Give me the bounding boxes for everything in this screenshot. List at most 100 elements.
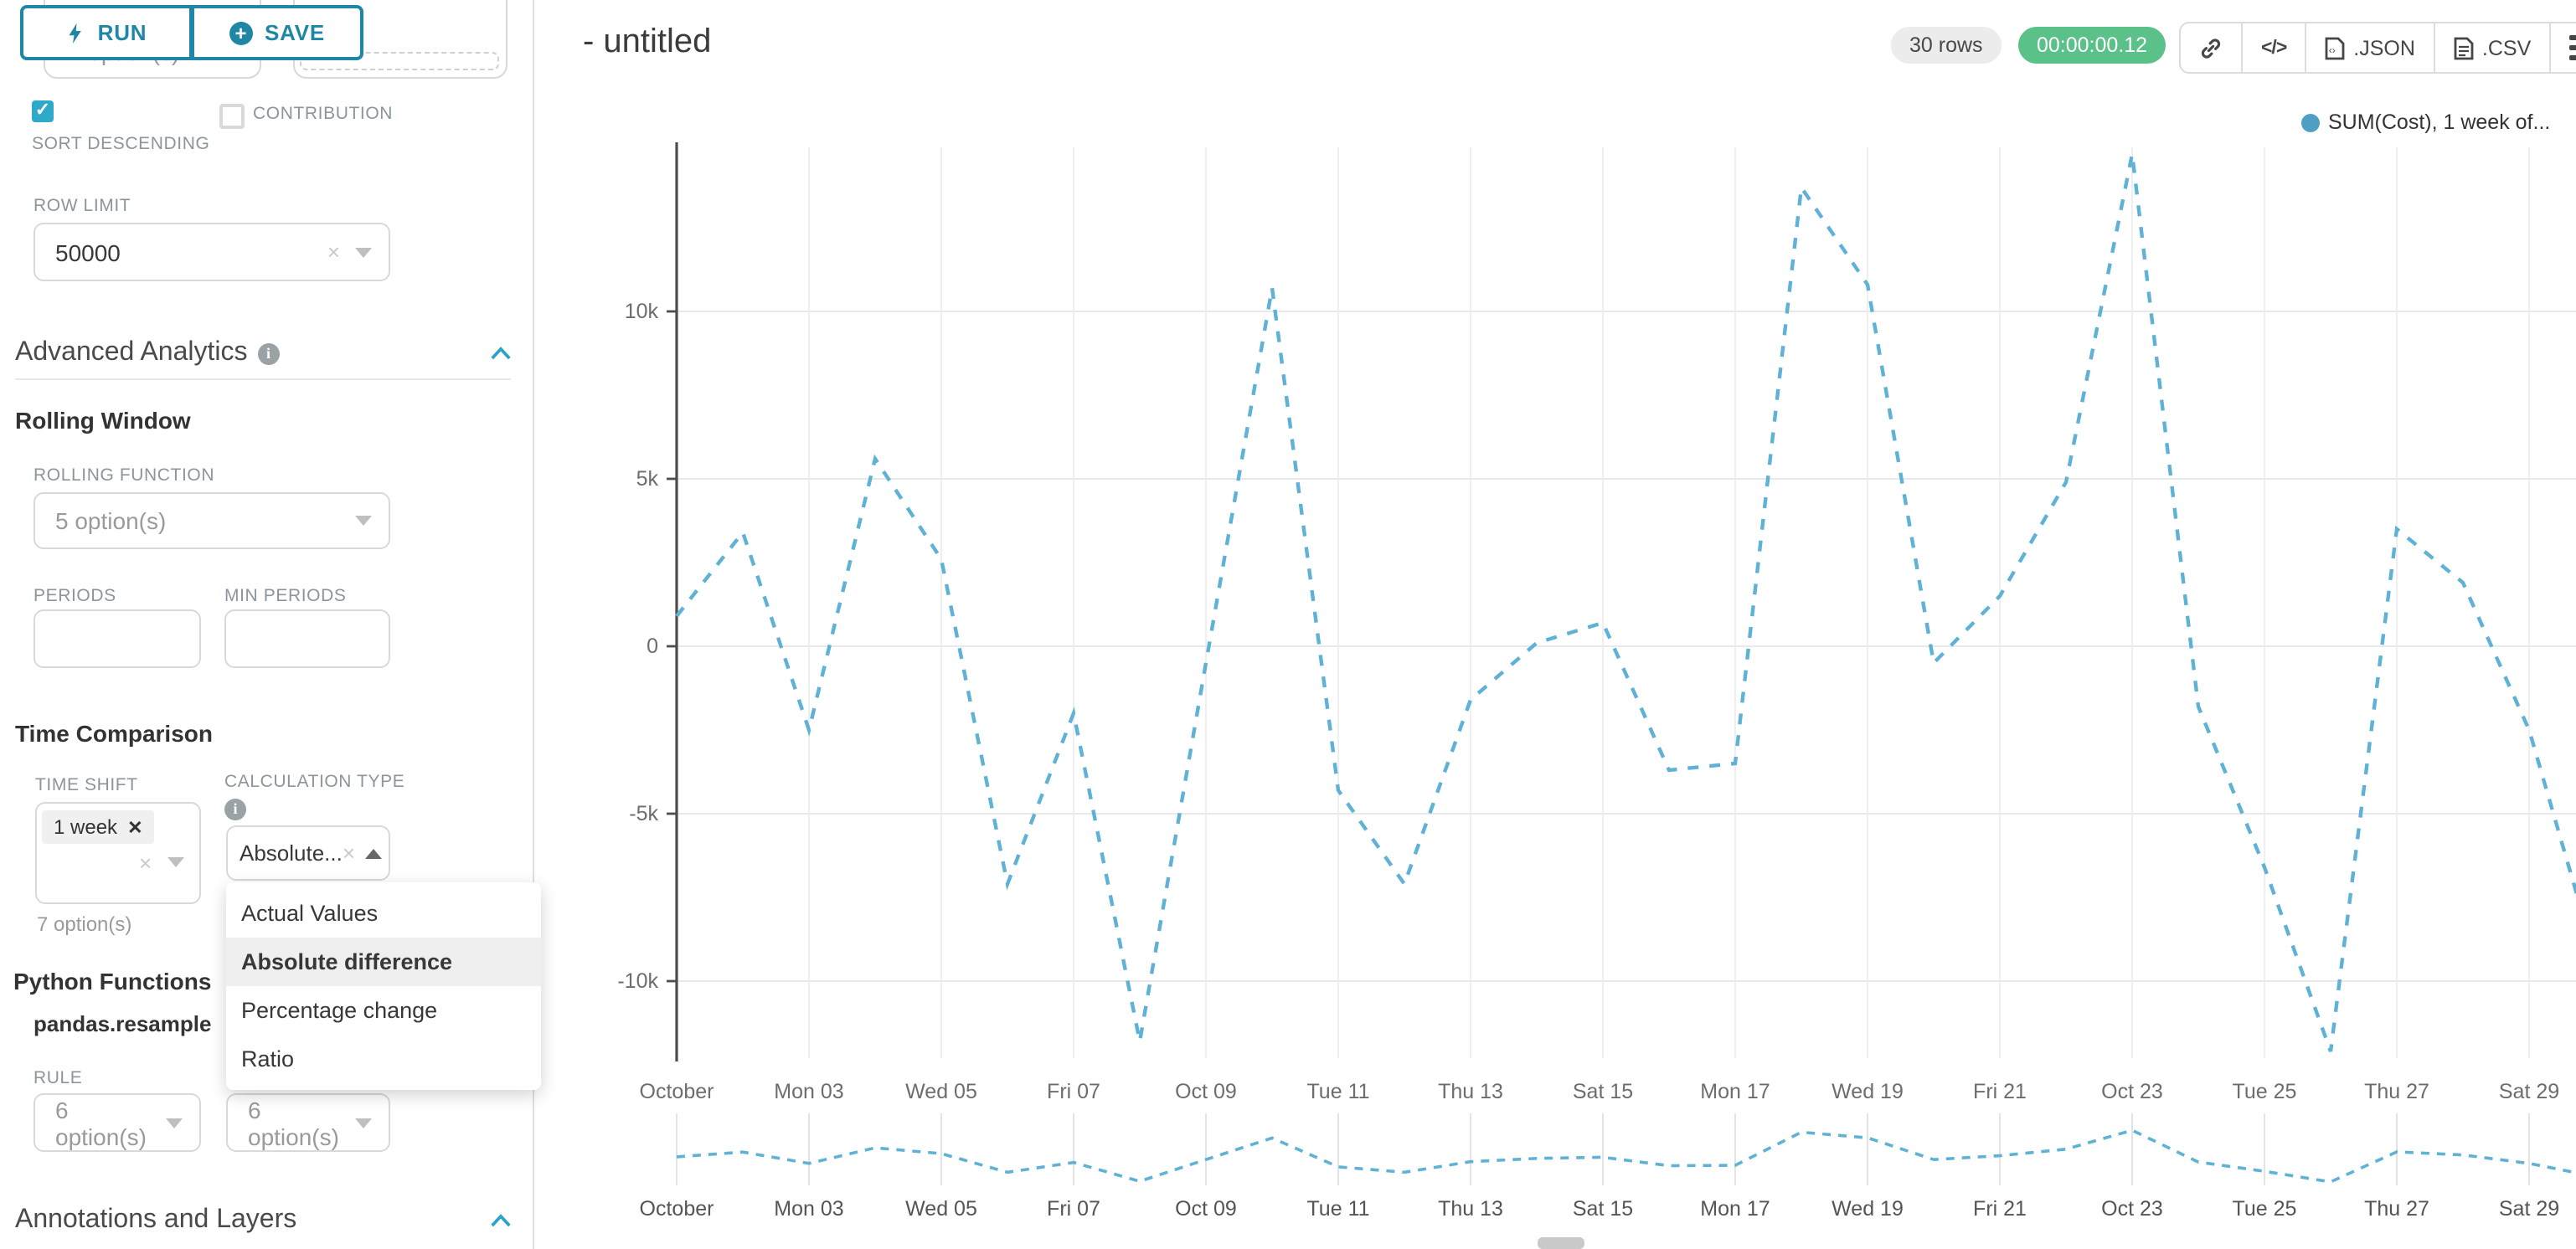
panel-divider bbox=[533, 0, 534, 1249]
min-periods-label: MIN PERIODS bbox=[224, 586, 347, 606]
x-tick-label: Sat 15 bbox=[1573, 1080, 1633, 1103]
x-tick-label: Wed 05 bbox=[905, 1080, 977, 1103]
mini-x-tick-label: Mon 03 bbox=[774, 1197, 843, 1221]
x-tick-label: Wed 19 bbox=[1832, 1080, 1904, 1103]
periods-input[interactable] bbox=[33, 609, 201, 668]
dropdown-option[interactable]: Percentage change bbox=[241, 998, 438, 1023]
calculation-type-dropdown-menu: Actual Values Absolute difference Percenta… bbox=[226, 882, 541, 1090]
mini-x-tick-label: Fri 21 bbox=[1973, 1197, 2027, 1221]
x-tick-label: Fri 07 bbox=[1047, 1080, 1100, 1103]
x-tick-label: Oct 23 bbox=[2101, 1080, 2163, 1103]
dropdown-option[interactable]: Ratio bbox=[241, 1046, 295, 1072]
sort-descending-checkbox-row[interactable]: ✓ SORT DESCENDING bbox=[32, 100, 213, 161]
x-tick-label: Oct 09 bbox=[1175, 1080, 1237, 1103]
mini-x-tick-label: Thu 13 bbox=[1438, 1197, 1503, 1221]
contribution-label: CONTRIBUTION bbox=[253, 104, 394, 124]
mini-x-tick-label: Fri 07 bbox=[1047, 1197, 1100, 1221]
section-divider bbox=[15, 378, 511, 380]
link-icon bbox=[2201, 38, 2221, 58]
min-periods-input[interactable] bbox=[224, 609, 390, 668]
y-tick-label: -10k bbox=[617, 969, 658, 993]
csv-file-icon bbox=[2454, 36, 2474, 59]
circle-plus-icon: + bbox=[229, 21, 253, 44]
cropped-drop-area-dashed bbox=[300, 52, 499, 70]
mini-x-tick-label: Wed 05 bbox=[905, 1197, 977, 1221]
mini-x-tick-label: Sat 29 bbox=[2499, 1197, 2559, 1221]
query-timer-badge: 00:00:00.12 bbox=[2018, 27, 2166, 64]
rule-select-2[interactable]: 6 option(s) bbox=[226, 1093, 390, 1152]
clear-icon[interactable]: × bbox=[342, 840, 356, 866]
y-tick-label: 5k bbox=[636, 467, 659, 491]
chevron-up-icon bbox=[365, 848, 383, 858]
mini-x-tick-label: Mon 17 bbox=[1700, 1197, 1770, 1221]
chart-actions-group: </> ‹› .JSON .CSV bbox=[2179, 22, 2576, 74]
checked-checkbox-icon[interactable]: ✓ bbox=[32, 100, 54, 122]
view-query-button[interactable]: </> bbox=[2241, 23, 2305, 72]
rolling-window-title: Rolling Window bbox=[15, 407, 191, 434]
chevron-up-icon[interactable] bbox=[491, 343, 511, 363]
legend-label: SUM(Cost), 1 week of... bbox=[2328, 111, 2551, 134]
chevron-up-icon[interactable] bbox=[491, 1210, 511, 1231]
calculation-type-select[interactable]: Absolute... × bbox=[226, 825, 390, 881]
advanced-analytics-header[interactable]: Advanced Analytics i bbox=[15, 338, 511, 368]
row-limit-select[interactable]: 50000 × bbox=[33, 223, 390, 281]
clear-icon[interactable]: × bbox=[327, 239, 340, 265]
mini-preview-chart[interactable]: October Mon 03 Wed 05 Fri 07 Oct 09 Tue 11 Thu… bbox=[533, 1108, 2576, 1249]
remove-tag-icon[interactable]: ✕ bbox=[127, 818, 143, 838]
code-icon: </> bbox=[2261, 38, 2287, 58]
time-shift-helper: 7 option(s) bbox=[37, 912, 132, 936]
mini-x-tick-label: Tue 25 bbox=[2233, 1197, 2297, 1221]
scrollbar-thumb[interactable] bbox=[1538, 1237, 1584, 1249]
chevron-down-icon bbox=[355, 1118, 372, 1128]
contribution-checkbox-row[interactable]: CONTRIBUTION bbox=[219, 104, 504, 129]
mini-x-tick-label: Oct 09 bbox=[1175, 1197, 1237, 1221]
y-tick-label: -5k bbox=[629, 802, 658, 825]
annotations-layers-header[interactable]: Annotations and Layers bbox=[15, 1205, 511, 1236]
x-tick-label: Tue 11 bbox=[1306, 1080, 1369, 1103]
mini-series-line bbox=[676, 1128, 2576, 1184]
x-tick-label: Mon 17 bbox=[1700, 1080, 1770, 1103]
series-line bbox=[675, 153, 2576, 1052]
x-tick-label: Sat 29 bbox=[2499, 1080, 2559, 1103]
chart-legend[interactable]: SUM(Cost), 1 week of... bbox=[2301, 111, 2550, 134]
time-shift-tag: 1 week ✕ bbox=[42, 810, 155, 844]
export-json-button[interactable]: ‹› .JSON bbox=[2305, 23, 2434, 72]
mini-x-tick-label: October bbox=[640, 1197, 714, 1221]
mini-x-tick-label: Sat 15 bbox=[1573, 1197, 1633, 1221]
export-csv-button[interactable]: .CSV bbox=[2433, 23, 2549, 72]
rolling-function-select[interactable]: 5 option(s) bbox=[33, 492, 390, 549]
chevron-down-icon bbox=[166, 1118, 183, 1128]
chevron-down-icon bbox=[355, 516, 372, 526]
copy-link-button[interactable] bbox=[2181, 23, 2241, 72]
lightning-bolt-icon bbox=[70, 23, 82, 43]
time-shift-label: TIME SHIFT bbox=[35, 775, 138, 795]
python-functions-title: Python Functions bbox=[13, 968, 212, 995]
dropdown-option[interactable]: Actual Values bbox=[241, 901, 379, 926]
unchecked-checkbox-icon[interactable] bbox=[219, 104, 245, 129]
info-icon[interactable]: i bbox=[224, 799, 246, 820]
main-line-chart[interactable]: 10k 5k 0 -5k -10k October Mon 03 Wed 05 Fri 07 Oc… bbox=[533, 134, 2576, 1113]
svg-text:‹›: ‹› bbox=[2329, 44, 2336, 55]
json-file-icon: ‹› bbox=[2325, 36, 2345, 59]
rule-label: RULE bbox=[33, 1068, 83, 1088]
save-button[interactable]: + SAVE bbox=[193, 5, 363, 60]
time-shift-multiselect[interactable]: 1 week ✕ bbox=[35, 802, 201, 904]
x-tick-label: Fri 21 bbox=[1973, 1080, 2027, 1103]
rule-select[interactable]: 6 option(s) bbox=[33, 1093, 201, 1152]
hamburger-menu-icon bbox=[2569, 34, 2576, 61]
chevron-down-icon bbox=[355, 247, 372, 257]
chart-title[interactable]: - untitled bbox=[583, 23, 712, 60]
mini-x-tick-label: Tue 11 bbox=[1306, 1197, 1369, 1221]
x-tick-label: Tue 25 bbox=[2233, 1080, 2297, 1103]
x-tick-label: Thu 13 bbox=[1438, 1080, 1503, 1103]
run-button[interactable]: RUN bbox=[20, 5, 193, 60]
calculation-type-label: CALCULATION TYPE bbox=[224, 772, 405, 792]
info-icon[interactable]: i bbox=[257, 342, 280, 364]
run-save-button-group: RUN + SAVE bbox=[20, 5, 363, 60]
x-tick-label: October bbox=[640, 1080, 714, 1103]
clear-icon[interactable]: × bbox=[139, 851, 152, 876]
y-tick-label: 0 bbox=[647, 635, 658, 658]
dropdown-option[interactable]: Absolute difference bbox=[226, 938, 541, 986]
more-options-button[interactable] bbox=[2549, 23, 2576, 72]
